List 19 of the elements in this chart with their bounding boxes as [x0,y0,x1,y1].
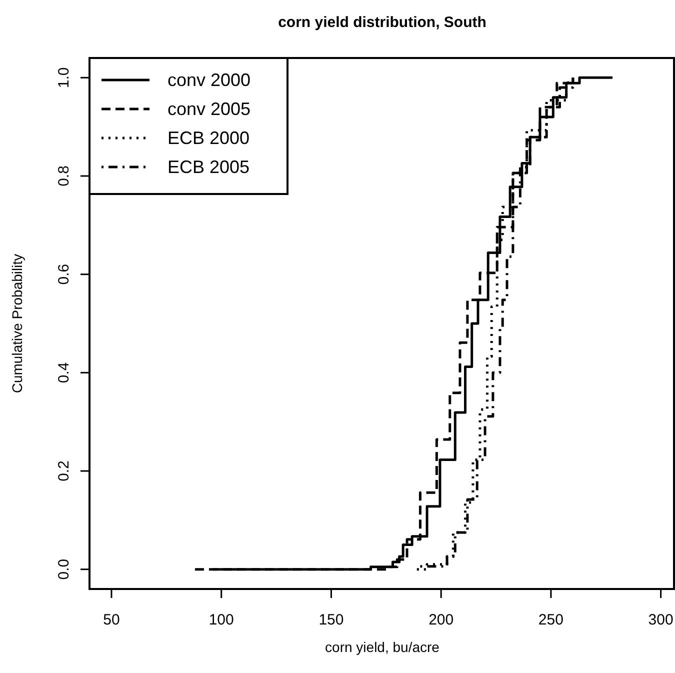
x-tick-label: 150 [318,612,344,629]
legend-label: ECB 2005 [168,157,250,177]
y-tick-label: 0.8 [56,166,72,186]
x-tick-label: 50 [103,612,120,629]
y-axis-title: Cumulative Probability [9,254,25,394]
x-tick-label: 300 [648,612,674,629]
x-tick-label: 250 [538,612,564,629]
y-tick-label: 0.6 [56,264,72,285]
y-tick-label: 0.4 [56,362,72,384]
y-tick-label: 0.0 [56,558,72,580]
legend-label: conv 2005 [168,99,251,119]
y-tick-label: 0.2 [56,460,72,482]
legend-label: ECB 2000 [168,128,250,148]
chart-title: corn yield distribution, South [278,14,486,31]
x-tick-label: 200 [428,612,454,629]
x-tick-label: 100 [208,612,234,629]
y-tick-label: 1.0 [56,67,72,88]
x-axis-title: corn yield, bu/acre [325,639,440,655]
legend-label: conv 2000 [168,70,251,90]
